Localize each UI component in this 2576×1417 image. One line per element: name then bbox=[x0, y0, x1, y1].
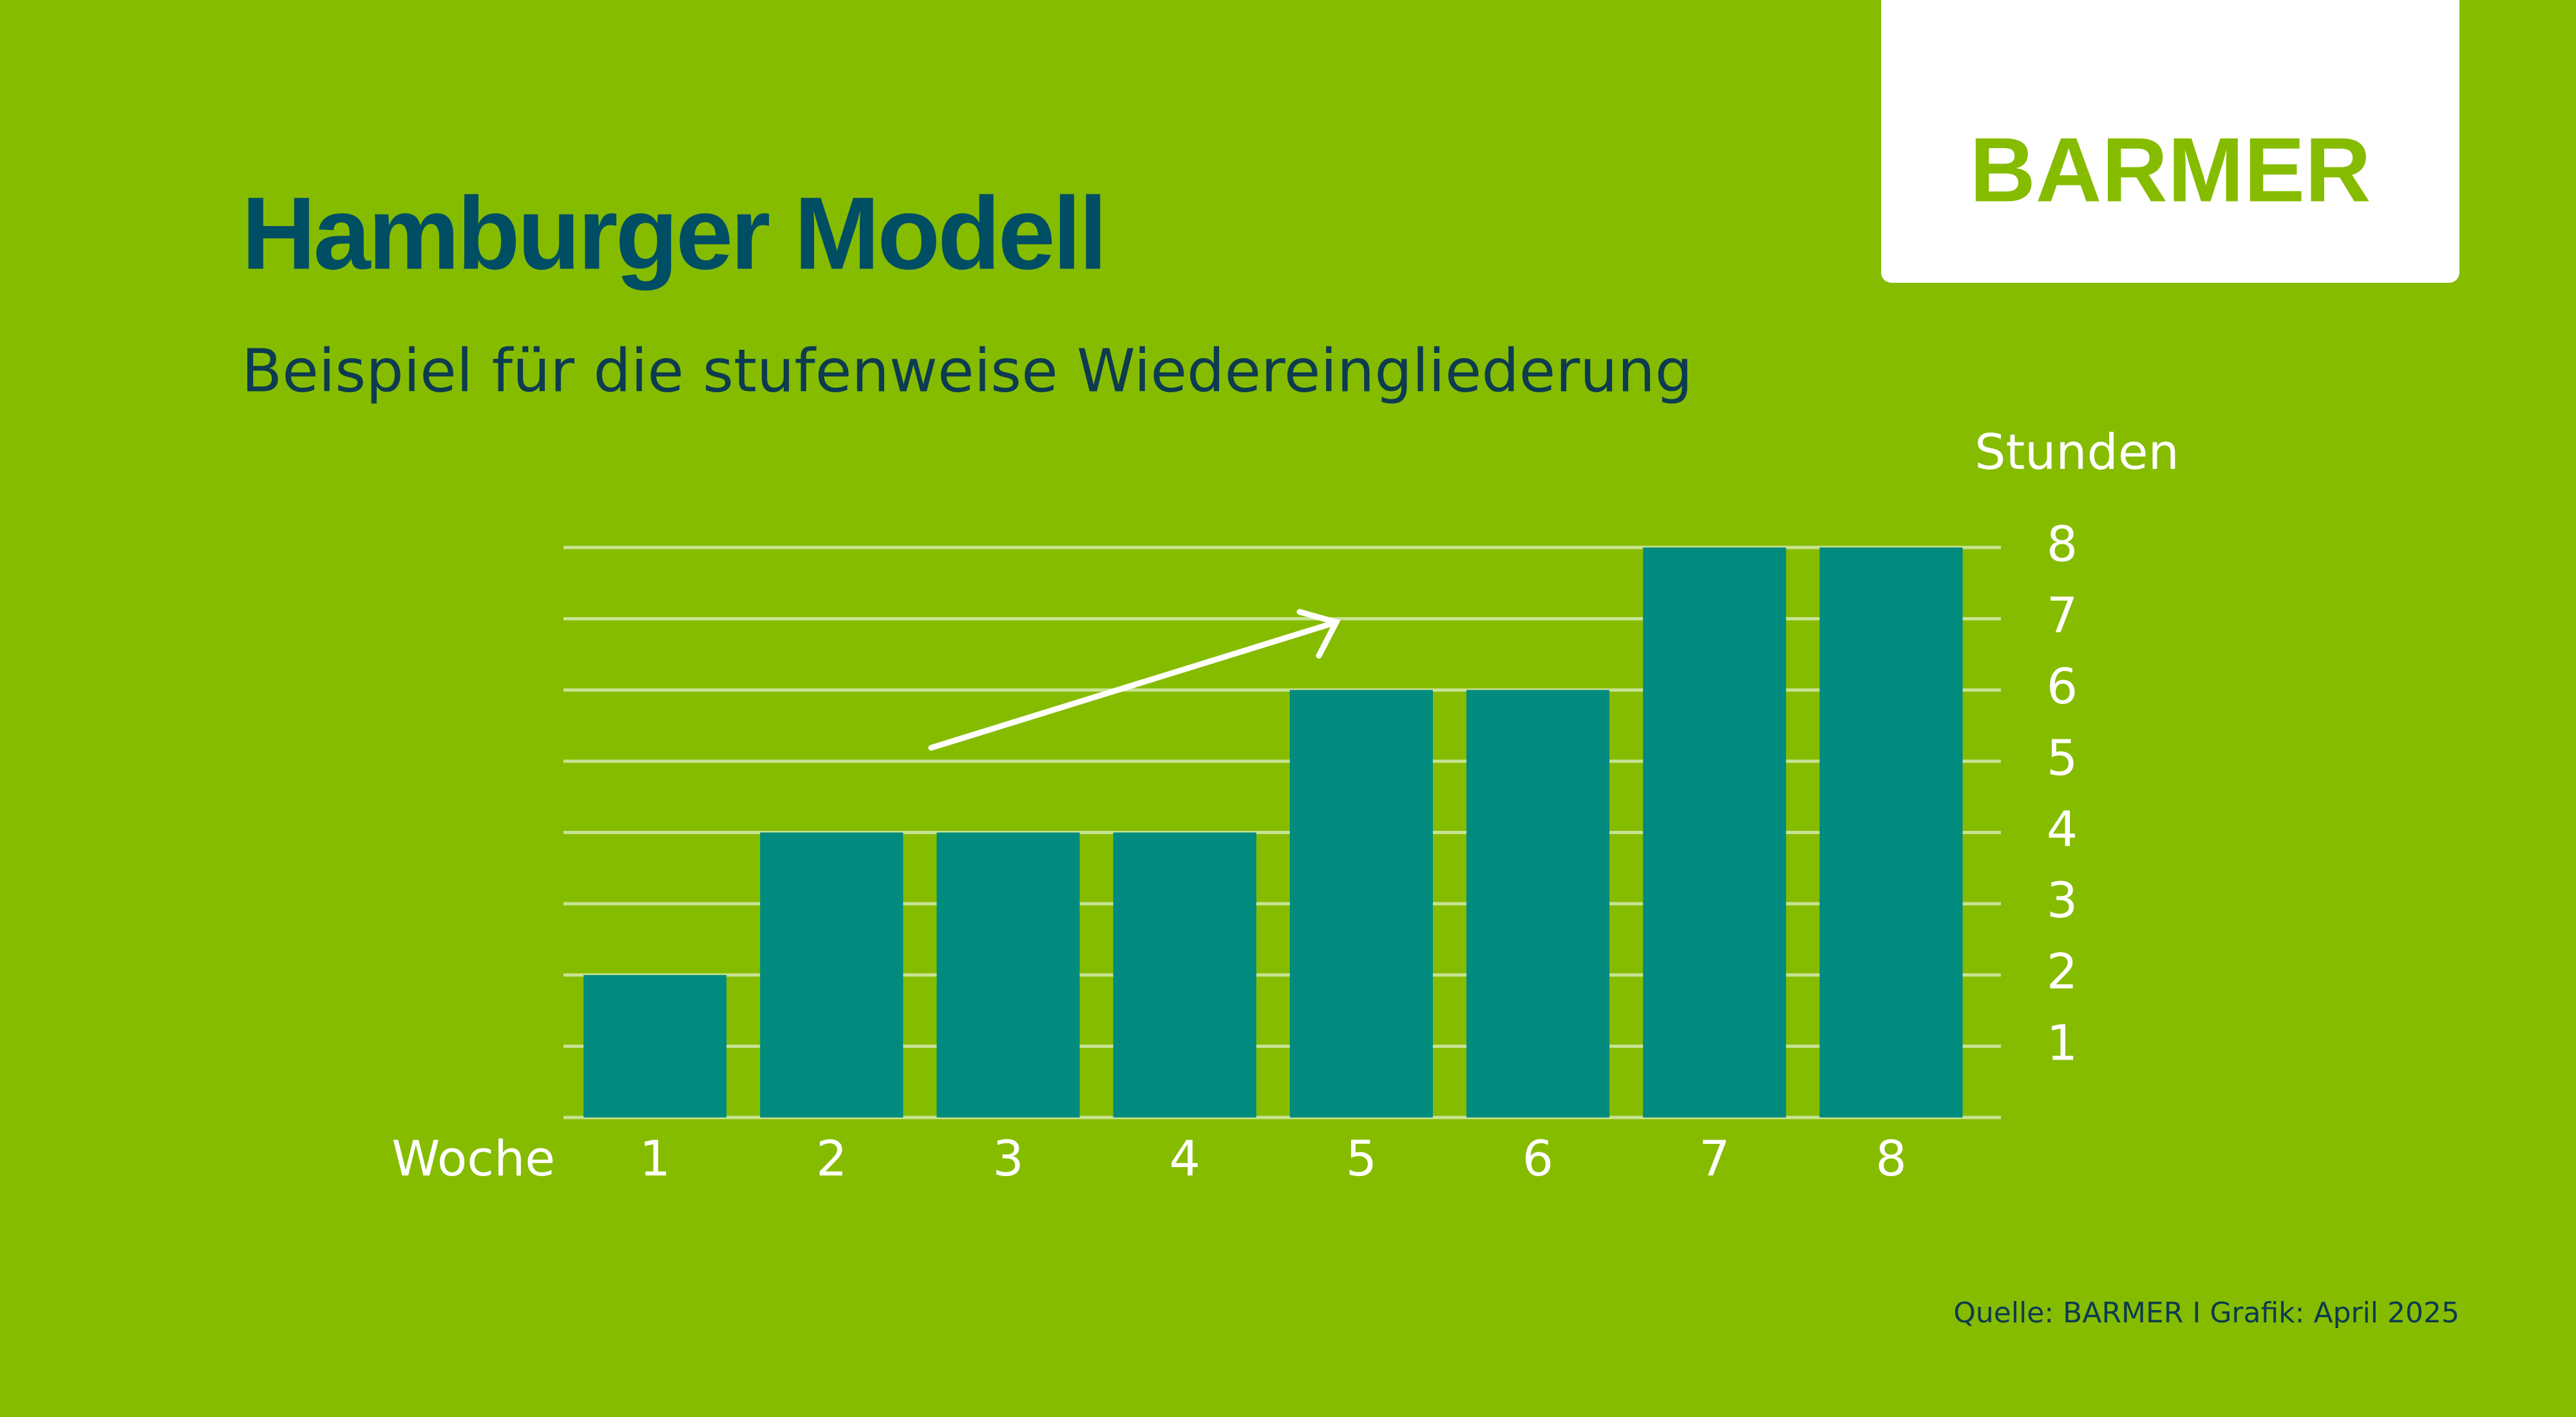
bar bbox=[760, 832, 904, 1117]
x-tick-label: 7 bbox=[1699, 1130, 1730, 1187]
trend-arrow bbox=[928, 609, 1341, 751]
logo-box bbox=[1881, 0, 2459, 283]
bar bbox=[1643, 547, 1786, 1117]
y-tick-label: 2 bbox=[2047, 943, 2078, 1000]
bar bbox=[1113, 832, 1256, 1117]
source: Quelle: BARMER I Grafik: April 2025 bbox=[1953, 1297, 2459, 1329]
logo: BARMER bbox=[1969, 119, 2371, 222]
x-tick-label: 4 bbox=[1170, 1130, 1200, 1187]
x-tick-label: 5 bbox=[1346, 1130, 1377, 1187]
bar bbox=[1466, 690, 1610, 1117]
y-axis-label: Stunden bbox=[1975, 423, 2179, 480]
y-tick-label: 6 bbox=[2047, 658, 2078, 715]
y-tick-label: 1 bbox=[2047, 1014, 2078, 1071]
y-tick-label: 8 bbox=[2047, 515, 2078, 573]
bar bbox=[1819, 547, 1963, 1117]
chart-title: Hamburger Modell bbox=[242, 175, 1105, 290]
bar bbox=[1289, 690, 1433, 1117]
x-tick-label: 8 bbox=[1875, 1130, 1906, 1187]
bar bbox=[936, 832, 1080, 1117]
y-tick-label: 4 bbox=[2047, 800, 2078, 857]
bar bbox=[583, 975, 727, 1117]
x-tick-label: 1 bbox=[639, 1130, 670, 1187]
bars bbox=[583, 547, 1963, 1117]
chart-subtitle: Beispiel für die stufenweise Wiedereingl… bbox=[242, 336, 1692, 405]
y-tick-label: 7 bbox=[2047, 587, 2078, 644]
y-tick-label: 3 bbox=[2047, 871, 2078, 929]
x-tick-label: 2 bbox=[816, 1130, 847, 1187]
x-tick-label: 6 bbox=[1522, 1130, 1553, 1187]
x-tick-label: 3 bbox=[992, 1130, 1023, 1187]
x-axis-label: Woche bbox=[392, 1130, 555, 1187]
y-tick-label: 5 bbox=[2047, 729, 2078, 786]
